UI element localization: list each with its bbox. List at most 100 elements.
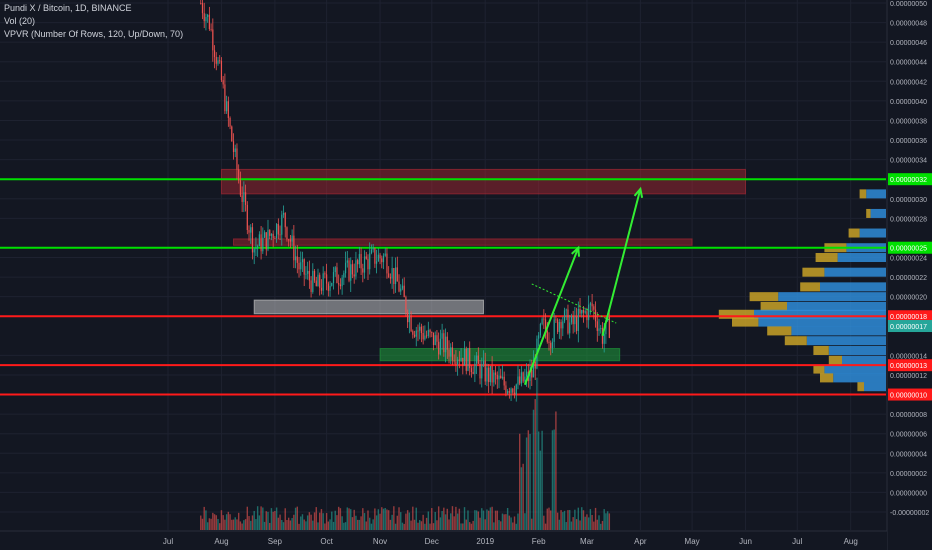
candle-body: [451, 347, 454, 361]
candle-body: [443, 333, 445, 353]
volume-bar: [239, 521, 242, 530]
volume-bar: [419, 520, 421, 530]
volume-bar: [262, 507, 264, 530]
candle-body: [455, 361, 457, 365]
volume-profile-up-6: [820, 282, 886, 292]
volume-bar: [403, 523, 405, 530]
candle-body: [370, 249, 373, 254]
candle-body: [334, 267, 336, 273]
time-tick-label: Mar: [580, 537, 594, 546]
candle-body: [522, 372, 524, 382]
volume-bar: [212, 512, 214, 530]
time-tick-label: Nov: [373, 537, 387, 546]
candle-body: [369, 253, 371, 270]
volume-bar: [367, 510, 369, 530]
candle-body: [251, 227, 254, 253]
projection-arrowhead-1: [633, 186, 644, 199]
candle-body: [305, 273, 307, 275]
zone-box-2: [253, 299, 484, 315]
volume-bar: [396, 515, 398, 530]
volume-bar: [600, 523, 602, 530]
volume-bar: [472, 520, 474, 530]
candle-body: [515, 384, 517, 395]
candle-body: [498, 375, 500, 380]
candle-body: [270, 233, 273, 236]
candle-body: [255, 247, 257, 250]
volume-bar: [251, 515, 254, 530]
candle-body: [332, 272, 335, 284]
volume-bar: [417, 522, 419, 530]
volume-profile-up-16: [833, 373, 886, 383]
volume-bar: [486, 509, 488, 530]
volume-bar: [515, 523, 517, 530]
volume-bar: [420, 521, 423, 530]
volume-profile-down-4: [815, 253, 838, 262]
volume-bar: [339, 508, 342, 530]
candle-body: [593, 306, 595, 310]
volume-bar: [300, 516, 302, 530]
volume-profile-up-17: [864, 382, 886, 392]
candle-body: [493, 372, 495, 383]
volume-profile-down-0: [859, 189, 867, 199]
candle-body: [541, 318, 543, 324]
volume-bar: [501, 513, 504, 530]
time-tick-label: May: [685, 537, 700, 546]
volume-bar: [215, 515, 217, 530]
volume-bar: [596, 519, 598, 530]
volume-bar: [222, 515, 224, 530]
candle-body: [207, 14, 209, 17]
candle-body: [472, 372, 474, 374]
volume-bar: [582, 510, 585, 530]
volume-bar: [424, 523, 426, 530]
candle-body: [563, 310, 566, 322]
volume-bar: [275, 507, 278, 530]
candle-body: [367, 258, 369, 270]
candle-body: [594, 309, 597, 322]
volume-bar: [381, 507, 383, 530]
volume-bar: [315, 507, 317, 530]
volume-bar: [329, 519, 331, 530]
time-tick-label: 2019: [476, 537, 494, 546]
volume-bar: [370, 523, 373, 530]
candle-body: [344, 262, 347, 274]
volume-bar: [522, 463, 524, 530]
volume-bar: [350, 509, 352, 530]
volume-profile-up-5: [824, 267, 886, 277]
volume-bar: [591, 514, 593, 530]
volume-bar: [410, 520, 412, 530]
volume-bar: [317, 522, 319, 530]
candle-body: [226, 101, 228, 112]
candle-body: [569, 322, 571, 334]
volume-bar: [456, 513, 459, 530]
volume-bar: [382, 508, 385, 530]
candle-body: [420, 326, 423, 333]
volume-profile-down-15: [813, 364, 825, 374]
volume-bar: [244, 519, 247, 530]
volume-bar: [208, 518, 211, 530]
candle-body: [277, 224, 279, 235]
candle-body: [520, 372, 523, 384]
candle-body: [508, 391, 510, 393]
volume-profile-down-1: [866, 208, 871, 218]
volume-bar: [517, 513, 519, 530]
volume-bar: [467, 510, 469, 530]
volume-bar: [475, 510, 478, 530]
volume-bar: [319, 512, 321, 530]
price-tick-label: 0.00000040: [890, 99, 927, 106]
candle-body: [575, 316, 578, 331]
time-tick-label: Aug: [844, 537, 858, 546]
candle-body: [579, 308, 581, 314]
volume-bar: [427, 511, 430, 530]
candle-body: [322, 273, 324, 291]
price-tick-label: 0.00000008: [890, 412, 927, 419]
volume-bar: [558, 519, 561, 530]
volume-bar: [606, 511, 609, 530]
candle-body: [300, 262, 302, 270]
candle-body: [446, 336, 448, 350]
volume-bar: [508, 515, 511, 530]
volume-bar: [327, 521, 330, 530]
volume-bar: [443, 507, 445, 530]
volume-bar: [219, 523, 221, 530]
candle-body: [427, 329, 429, 336]
